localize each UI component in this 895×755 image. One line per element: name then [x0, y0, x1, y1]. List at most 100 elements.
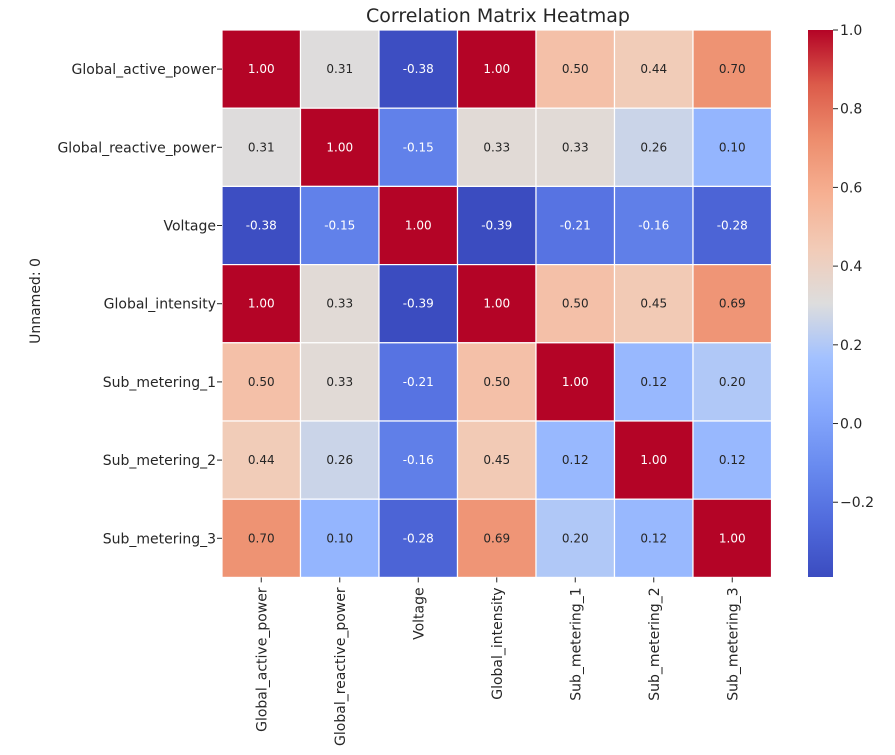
cell-value-label: 1.00 [248, 62, 275, 76]
colorbar-tick-label: 0.2 [840, 338, 862, 354]
cell-value-label: 0.50 [562, 62, 589, 76]
cell-value-label: 0.33 [326, 297, 353, 311]
cell-value-label: 1.00 [562, 375, 589, 389]
cell-value-label: 0.12 [719, 453, 746, 467]
cell-value-label: 1.00 [640, 453, 667, 467]
x-tick-label: Sub_metering_2 [647, 587, 663, 700]
cell-value-label: 0.70 [248, 531, 275, 545]
cell-value-label: 0.12 [562, 453, 589, 467]
colorbar-tick-label: 0.0 [840, 417, 862, 433]
cell-value-label: -0.38 [403, 62, 434, 76]
heatmap-cell [692, 420, 773, 500]
heatmap-cell [221, 342, 302, 422]
heatmap-cell [692, 185, 773, 266]
heatmap-cell [613, 498, 694, 579]
heatmap-cell [221, 29, 302, 109]
heatmap-cell [613, 264, 694, 344]
cell-value-label: 0.33 [326, 375, 353, 389]
cell-value-label: 0.45 [640, 297, 667, 311]
cell-value-label: 1.00 [326, 140, 353, 154]
cell-value-label: 0.31 [326, 62, 353, 76]
heatmap-cell [378, 107, 459, 187]
cell-value-label: -0.16 [403, 453, 434, 467]
colorbar-tick-label: 0.8 [840, 102, 862, 118]
colorbar-tick-label: 0.6 [840, 180, 862, 196]
heatmap-cell [456, 420, 537, 500]
y-tick-label: Global_active_power [72, 62, 217, 78]
cell-value-label: 0.70 [719, 62, 746, 76]
cell-value-label: -0.15 [403, 140, 434, 154]
heatmap-cell [221, 420, 302, 500]
cell-value-label: 0.20 [562, 531, 589, 545]
heatmap-cell [378, 498, 459, 579]
heatmap-cell [692, 264, 773, 344]
heatmap-cell [299, 264, 380, 344]
y-tick-label: Sub_metering_3 [103, 531, 216, 547]
heatmap-cell [535, 498, 616, 579]
heatmap-cells [221, 29, 773, 579]
y-tick-label: Global_reactive_power [57, 140, 216, 156]
cell-value-label: 0.50 [562, 297, 589, 311]
x-tick-label: Global_reactive_power [333, 587, 349, 746]
cell-value-label: 0.44 [640, 62, 667, 76]
cell-value-label: -0.21 [403, 375, 434, 389]
cell-value-label: 0.12 [640, 531, 667, 545]
cell-value-label: -0.39 [403, 297, 434, 311]
heatmap-cell [456, 264, 537, 344]
cell-value-label: 1.00 [483, 62, 510, 76]
x-tick-label: Voltage [411, 587, 427, 640]
cell-value-label: -0.21 [560, 219, 591, 233]
heatmap-cell [299, 420, 380, 500]
heatmap-cell [535, 185, 616, 266]
cell-value-label: -0.38 [246, 219, 277, 233]
cell-value-label: 1.00 [483, 297, 510, 311]
x-tick-label: Sub_metering_3 [725, 587, 741, 700]
heatmap-cell [378, 185, 459, 266]
cell-value-label: 0.10 [719, 140, 746, 154]
colorbar [808, 30, 833, 577]
x-tick-label: Global_intensity [490, 587, 506, 699]
cell-value-label: 0.12 [640, 375, 667, 389]
cell-value-label: 0.31 [248, 140, 275, 154]
colorbar-tick-label: 1.0 [840, 23, 862, 39]
colorbar-tick-label: 0.4 [840, 259, 862, 275]
y-tick-label: Sub_metering_2 [103, 453, 216, 469]
cell-value-label: 0.33 [562, 140, 589, 154]
y-axis-label: Unnamed: 0 [28, 258, 44, 344]
cell-value-label: 0.69 [719, 297, 746, 311]
heatmap-cell [692, 498, 773, 579]
heatmap-cell [299, 29, 380, 109]
cell-value-label: 0.50 [248, 375, 275, 389]
chart-title: Correlation Matrix Heatmap [366, 5, 630, 27]
heatmap-cell [613, 29, 694, 109]
cell-value-label: 0.20 [719, 375, 746, 389]
heatmap-cell [456, 29, 537, 109]
cell-value-label: 0.26 [326, 453, 353, 467]
cell-value-label: -0.28 [403, 531, 434, 545]
heatmap-cell [456, 498, 537, 579]
y-tick-label: Voltage [163, 219, 216, 235]
cell-value-label: -0.15 [324, 219, 355, 233]
cell-value-label: 0.50 [483, 375, 510, 389]
y-tick-label: Sub_metering_1 [103, 375, 216, 391]
y-tick-labels: Global_active_power Global_reactive_power… [57, 62, 222, 547]
cell-value-label: 0.69 [483, 531, 510, 545]
heatmap-cell-labels: 1.00 0.31 -0.38 1.00 0.50 0.44 0.70 0.31 1.00 -0.… [246, 62, 748, 545]
cell-value-label: 0.45 [483, 453, 510, 467]
heatmap-cell [535, 107, 616, 187]
cell-value-label: 0.44 [248, 453, 275, 467]
cell-value-label: 1.00 [719, 531, 746, 545]
cell-value-label: -0.28 [717, 219, 748, 233]
heatmap-cell [378, 29, 459, 109]
heatmap-cell [378, 342, 459, 422]
y-tick-label: Global_intensity [104, 297, 216, 313]
heatmap-cell [221, 264, 302, 344]
heatmap-cell [378, 420, 459, 500]
x-tick-label: Global_active_power [254, 587, 270, 732]
heatmap-cell [692, 107, 773, 187]
heatmap-cell [299, 185, 380, 266]
cell-value-label: 1.00 [405, 219, 432, 233]
cell-value-label: 0.33 [483, 140, 510, 154]
